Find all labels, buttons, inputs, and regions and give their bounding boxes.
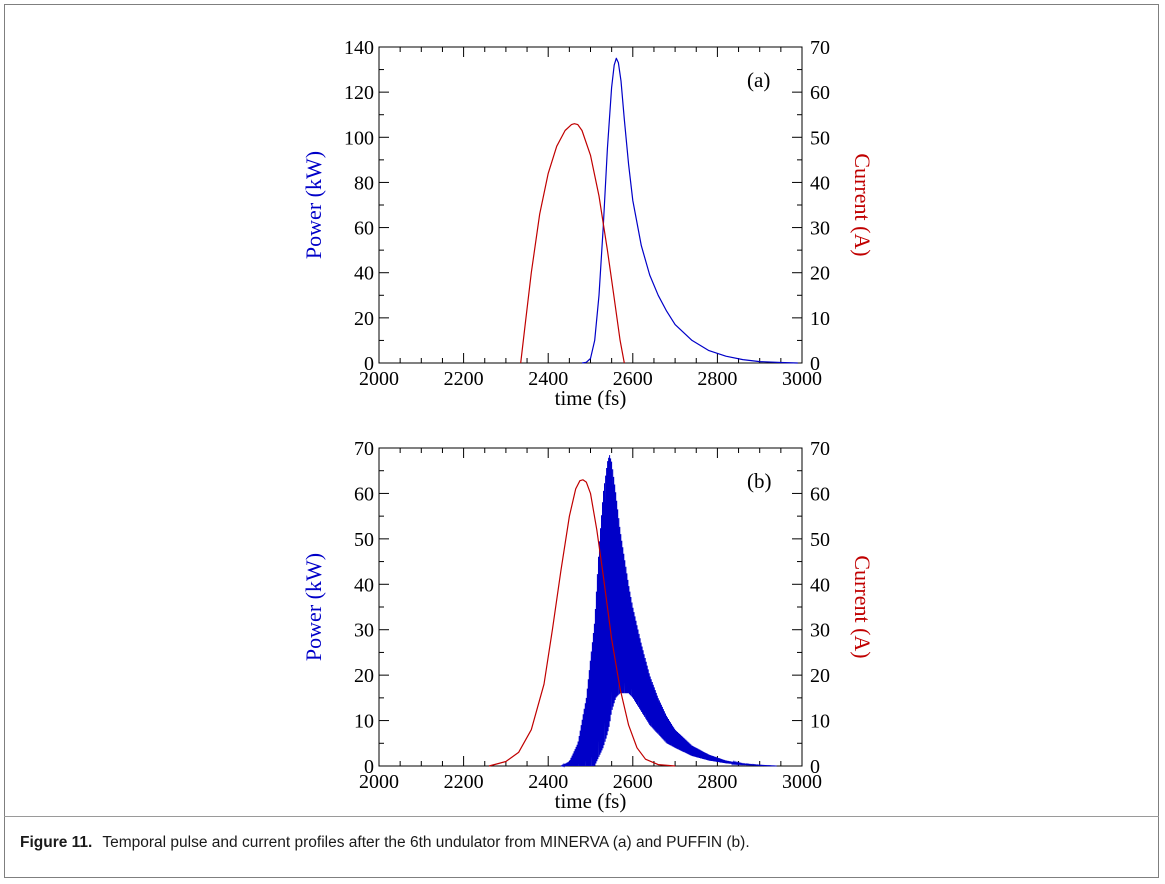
x-tick-label-a: 2200: [444, 368, 484, 390]
y-tick-label-a: 100: [344, 127, 374, 149]
plot-frame-a: [378, 46, 803, 364]
panel-label-b: (b): [747, 469, 772, 493]
y2-tick-label-a: 40: [810, 172, 830, 194]
x-tick-label-b: 2400: [528, 771, 568, 793]
y-tick-label-a: 140: [344, 37, 374, 59]
y2-tick-label-b: 20: [810, 665, 830, 687]
y-tick-label-a: 60: [354, 218, 374, 240]
y-tick-label-a: 0: [364, 353, 374, 375]
x-tick-label-b: 2200: [444, 771, 484, 793]
y-tick-label-a: 80: [354, 172, 374, 194]
caption-label: Figure 11.: [20, 834, 93, 851]
caption-text: Temporal pulse and current profiles afte…: [102, 834, 750, 851]
y-axis-label-a: Power (kW): [301, 151, 326, 259]
x-tick-label-b: 2600: [613, 771, 653, 793]
y-tick-label-b: 60: [354, 483, 374, 505]
y-tick-label-b: 70: [354, 438, 374, 460]
y2-tick-label-b: 50: [810, 529, 830, 551]
y2-tick-label-b: 10: [810, 711, 830, 733]
y-tick-label-b: 20: [354, 665, 374, 687]
current-series-b: [488, 479, 676, 767]
x-tick-label-b: 2800: [697, 771, 737, 793]
y2-tick-label-b: 30: [810, 620, 830, 642]
y2-tick-label-a: 10: [810, 308, 830, 330]
y-tick-label-a: 40: [354, 263, 374, 285]
power-series-b: [560, 455, 777, 768]
y2-tick-label-a: 30: [810, 218, 830, 240]
y2-tick-label-a: 70: [810, 37, 830, 59]
x-tick-label-a: 2800: [697, 368, 737, 390]
x-axis-label-b: time (fs): [555, 789, 627, 813]
figure-caption: Figure 11. Temporal pulse and current pro…: [20, 834, 1140, 852]
y-tick-label-b: 0: [364, 756, 374, 778]
figure-frame: 2000 2200 2400 2600 2800 3000 0 20 40 60 80 100 120 1…: [4, 4, 1159, 878]
y2-tick-label-b: 40: [810, 574, 830, 596]
power-series-a: [581, 57, 798, 364]
panel-label-a: (a): [747, 68, 770, 92]
y2-tick-label-b: 70: [810, 438, 830, 460]
y2-tick-label-a: 0: [810, 353, 820, 375]
current-series-a: [520, 123, 625, 364]
y-tick-label-b: 50: [354, 529, 374, 551]
y2-axis-label-a: Current (A): [850, 153, 875, 256]
y-tick-label-b: 30: [354, 620, 374, 642]
x-tick-label-a: 2000: [359, 368, 399, 390]
y2-tick-label-a: 20: [810, 263, 830, 285]
caption-separator: [4, 816, 1159, 817]
y2-axis-label-b: Current (A): [850, 555, 875, 658]
x-tick-label-b: 3000: [782, 771, 822, 793]
x-axis-label-a: time (fs): [555, 386, 627, 410]
y2-tick-label-b: 0: [810, 756, 820, 778]
y2-tick-label-a: 50: [810, 127, 830, 149]
y-tick-label-a: 120: [344, 82, 374, 104]
y-tick-label-b: 10: [354, 711, 374, 733]
y2-tick-label-a: 60: [810, 82, 830, 104]
figure-svg: 2000 2200 2400 2600 2800 30000204060801001201…: [301, 37, 875, 813]
x-tick-label-a: 2400: [528, 368, 568, 390]
x-tick-label-a: 3000: [782, 368, 822, 390]
x-tick-label-b: 2000: [359, 771, 399, 793]
y-axis-label-b: Power (kW): [301, 553, 326, 661]
y-tick-label-b: 40: [354, 574, 374, 596]
y2-tick-label-b: 60: [810, 483, 830, 505]
x-tick-label-a: 2600: [613, 368, 653, 390]
y-tick-label-a: 20: [354, 308, 374, 330]
